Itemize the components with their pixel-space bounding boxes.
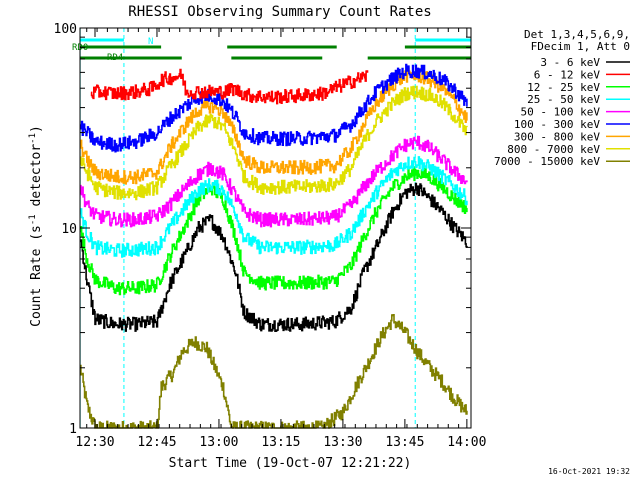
x-tick-label: 12:30 <box>75 435 114 450</box>
series-line-6-12-kev <box>90 68 369 105</box>
flag-label-rd4: RD4 <box>107 53 123 63</box>
axes: 1 10 100 12:30 12:45 13:00 13:15 13:30 13:45 14:0… <box>54 22 487 450</box>
series-line-3-6-kev <box>80 182 468 332</box>
x-tick-label: 13:45 <box>385 435 424 450</box>
y-axis-label-exponent: -1 <box>28 214 38 225</box>
timestamp: 16-Oct-2021 19:32 <box>548 467 630 476</box>
legend-label: 6 - 12 keV <box>534 68 601 81</box>
legend-label: 800 - 7000 keV <box>507 143 600 156</box>
legend-label: 50 - 100 keV <box>521 106 601 119</box>
series-line-50-100-kev <box>80 135 468 228</box>
y-axis-label-main: Count Rate (s <box>29 225 44 327</box>
x-tick-label: 13:15 <box>261 435 300 450</box>
legend-label: 25 - 50 keV <box>527 93 600 106</box>
legend-header-line-2: FDecim 1, Att 0 <box>531 40 630 53</box>
y-tick-label: 1 <box>69 422 77 437</box>
legend-label: 3 - 6 keV <box>540 56 600 69</box>
y-axis-label-exponent-2: -1 <box>28 133 38 144</box>
series-line-100-300-kev <box>80 63 468 153</box>
legend-header-line-1: Det 1,3,4,5,6,9, <box>524 28 630 41</box>
y-axis-label-close: ) <box>29 125 44 133</box>
y-tick-label: 100 <box>54 22 77 37</box>
legend-label: 7000 - 15000 keV <box>494 155 600 168</box>
series-line-800-7000-kev <box>80 85 468 201</box>
legend-label: 100 - 300 keV <box>514 118 600 131</box>
x-tick-label: 12:45 <box>137 435 176 450</box>
series-line-25-50-kev <box>80 156 468 258</box>
series-line-12-25-kev <box>80 166 468 296</box>
y-axis-label-tail: detector <box>29 144 44 215</box>
y-tick-label: 10 <box>61 222 77 237</box>
y-axis-label: Count Rate (s-1 detector-1) <box>28 125 44 327</box>
flag-label-n: N <box>148 37 153 47</box>
legend-label: 300 - 800 keV <box>514 130 600 143</box>
chart-title: RHESSI Observing Summary Count Rates <box>128 4 431 20</box>
x-tick-label: 14:00 <box>447 435 486 450</box>
legend-label: 12 - 25 keV <box>527 81 600 94</box>
x-tick-label: 13:00 <box>199 435 238 450</box>
x-tick-label: 13:30 <box>323 435 362 450</box>
x-axis-label: Start Time (19-Oct-07 12:21:22) <box>169 456 412 471</box>
